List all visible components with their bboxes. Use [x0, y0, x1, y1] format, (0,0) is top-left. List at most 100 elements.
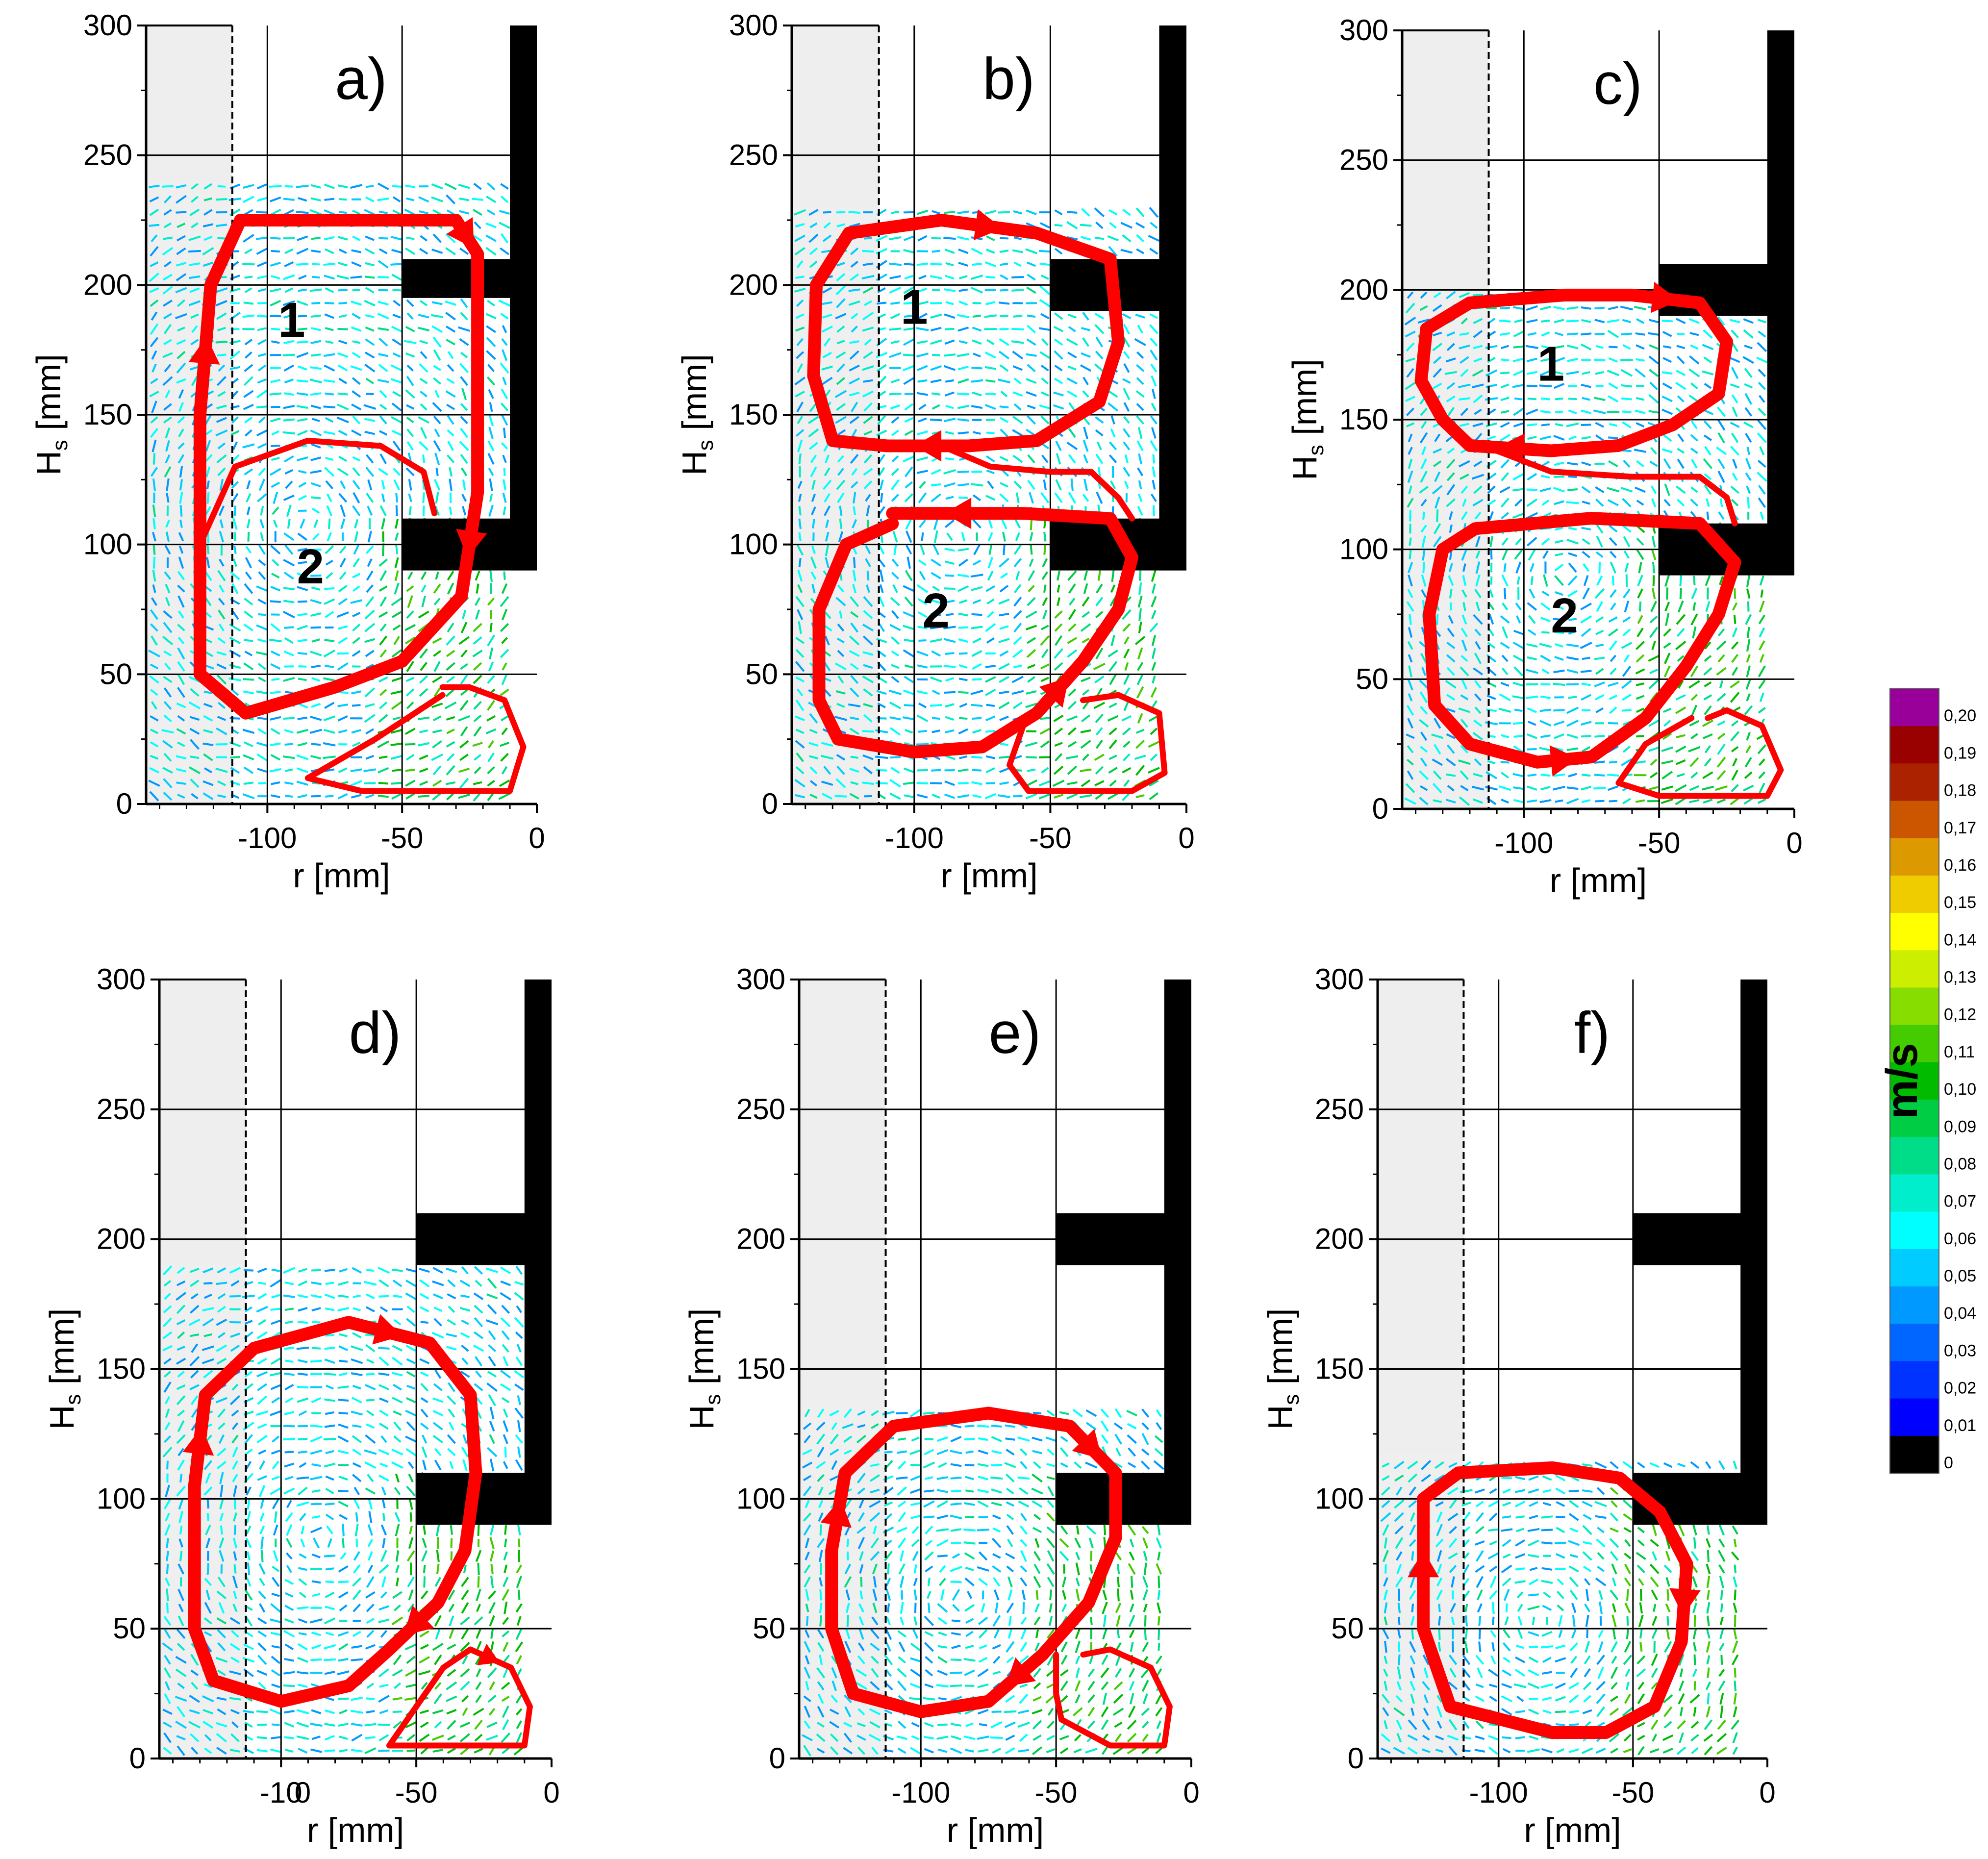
velocity-vector [1703, 329, 1713, 339]
velocity-vector [1123, 428, 1131, 438]
velocity-vector [489, 1550, 495, 1562]
velocity-vector [1407, 718, 1413, 729]
velocity-vector [1515, 561, 1522, 574]
velocity-vector [489, 569, 493, 582]
velocity-vector [1012, 454, 1023, 463]
velocity-vector [1636, 422, 1645, 428]
velocity-vector [1608, 681, 1619, 687]
velocity-vector [243, 403, 254, 410]
velocity-vector [1719, 680, 1724, 689]
velocity-vector [325, 1734, 335, 1741]
velocity-vector [244, 1434, 253, 1444]
velocity-vector [1014, 519, 1021, 528]
velocity-vector [203, 715, 213, 722]
velocity-vector [1407, 745, 1414, 754]
velocity-vector [296, 1501, 309, 1507]
velocity-vector [460, 726, 468, 737]
velocity-vector [891, 558, 899, 567]
velocity-vector [1066, 221, 1078, 230]
velocity-vector [325, 1696, 334, 1701]
velocity-vector [488, 1356, 496, 1367]
velocity-vector [503, 1356, 509, 1367]
velocity-vector [890, 378, 900, 383]
velocity-vector [149, 184, 160, 188]
velocity-vector [971, 703, 983, 707]
y-tick-label: 100 [83, 528, 132, 561]
velocity-vector [1512, 306, 1524, 310]
velocity-vector [972, 339, 982, 345]
velocity-vector [1080, 740, 1091, 749]
velocity-vector [339, 558, 346, 568]
velocity-vector [461, 1695, 469, 1703]
velocity-vector [1662, 433, 1672, 442]
velocity-vector [474, 1266, 483, 1275]
x-axis-title: r [mm] [1550, 861, 1647, 900]
velocity-vector [286, 1538, 293, 1548]
velocity-vector [1095, 429, 1104, 437]
velocity-vector [805, 1616, 809, 1626]
velocity-vector [1702, 344, 1714, 351]
velocity-vector [1462, 602, 1466, 611]
velocity-vector [1540, 602, 1551, 611]
flow-loop-2 [197, 437, 438, 548]
velocity-vector [217, 1306, 226, 1313]
velocity-vector [864, 300, 872, 306]
velocity-vector [338, 364, 348, 372]
velocity-vector [462, 1708, 468, 1716]
velocity-vector [431, 183, 443, 190]
velocity-vector [392, 716, 401, 721]
velocity-vector [1052, 779, 1065, 787]
velocity-vector [367, 530, 372, 543]
velocity-vector [1095, 611, 1104, 619]
velocity-vector [818, 1512, 824, 1522]
velocity-vector [151, 439, 157, 452]
velocity-vector [1067, 352, 1077, 359]
velocity-vector [298, 275, 307, 280]
velocity-vector [216, 376, 226, 386]
velocity-vector [393, 1421, 402, 1431]
velocity-vector [297, 639, 307, 642]
velocity-vector [310, 314, 322, 318]
velocity-vector [796, 544, 804, 556]
velocity-vector [1150, 493, 1157, 502]
velocity-vector [931, 493, 941, 502]
velocity-vector [150, 754, 159, 760]
velocity-vector [944, 313, 956, 319]
velocity-vector [364, 300, 376, 307]
velocity-vector [338, 1399, 349, 1402]
velocity-vector [1514, 319, 1523, 323]
velocity-vector [1067, 570, 1077, 581]
velocity-vector [1704, 473, 1712, 480]
velocity-vector [945, 716, 955, 721]
velocity-vector [515, 1603, 523, 1613]
velocity-vector [175, 287, 187, 294]
velocity-vector [1566, 786, 1579, 790]
velocity-vector [283, 1487, 295, 1495]
velocity-vector [891, 664, 900, 669]
velocity-vector [502, 1642, 509, 1652]
velocity-vector [283, 1372, 295, 1376]
velocity-vector [804, 1408, 810, 1418]
velocity-vector [1539, 369, 1552, 377]
velocity-vector [190, 1654, 199, 1666]
velocity-vector [1082, 494, 1089, 502]
velocity-vector [500, 1266, 511, 1275]
velocity-vector [1583, 563, 1590, 572]
velocity-vector [298, 1578, 307, 1586]
velocity-vector [405, 1435, 417, 1443]
velocity-vector [258, 1682, 267, 1690]
velocity-vector [378, 337, 388, 347]
velocity-vector [1742, 356, 1754, 364]
velocity-vector [824, 467, 830, 477]
velocity-vector [1513, 734, 1524, 738]
velocity-vector [1621, 384, 1633, 388]
velocity-vector [875, 729, 888, 733]
velocity-vector [218, 584, 225, 593]
velocity-vector [1446, 331, 1456, 337]
velocity-vector [366, 1618, 375, 1624]
velocity-vector [1055, 440, 1062, 452]
velocity-vector [958, 248, 969, 254]
velocity-vector [930, 339, 942, 345]
velocity-vector [323, 715, 335, 722]
velocity-vector [297, 1657, 308, 1663]
